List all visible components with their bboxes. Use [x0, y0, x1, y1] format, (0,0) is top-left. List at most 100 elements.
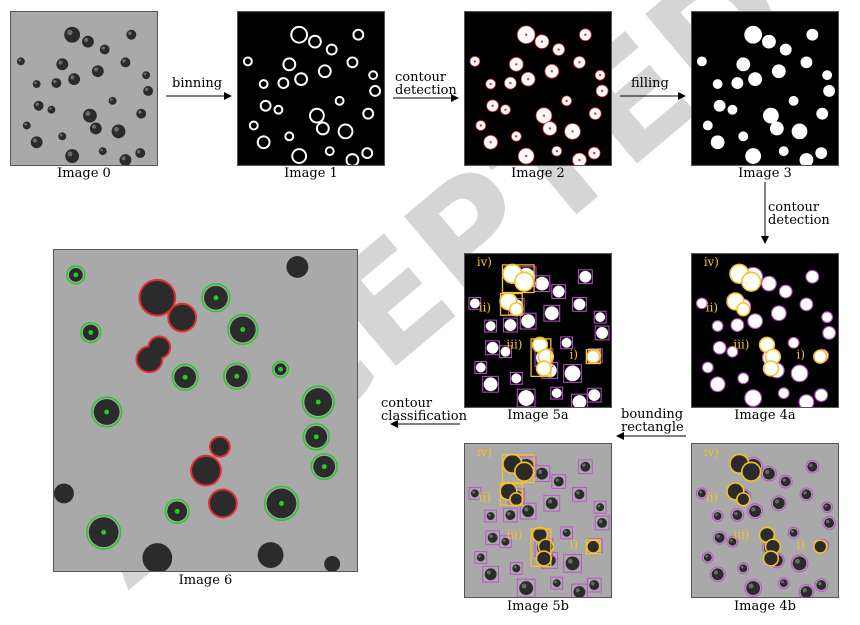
image-5b-cluster-iv — [514, 461, 535, 482]
label-contour-classification: contour classification — [381, 397, 467, 423]
image-5a-blob — [579, 270, 592, 283]
image-5a-blob — [573, 298, 586, 311]
image-3-blob — [738, 131, 749, 142]
image-0-bubble-highlight — [93, 67, 99, 72]
image-2-contour — [485, 78, 496, 90]
image-4a-cluster-ii — [736, 302, 751, 317]
image-4b-cluster-label-iii: iii) — [733, 528, 749, 542]
image-5b-bubble-highlight — [472, 490, 476, 494]
image-4a-blob — [800, 298, 813, 311]
image-5b-bubble-highlight — [513, 565, 517, 569]
image-2-inner-contour — [489, 141, 492, 144]
image-4b-bubble-highlight — [729, 539, 733, 542]
image-1-ring — [284, 131, 295, 142]
image-0-bubble-highlight — [24, 122, 27, 126]
image-5a-bounding-box — [499, 345, 512, 359]
image-2-inner-contour — [550, 70, 553, 73]
image-5a-cluster-box-iii — [530, 338, 552, 378]
image-2-inner-contour — [489, 82, 492, 86]
image-1-ring — [315, 121, 330, 136]
image-2-contour — [469, 56, 481, 67]
caption-image-4b: Image 4b — [734, 599, 796, 614]
image-0-bubble-highlight — [121, 156, 126, 161]
image-3-blob — [788, 95, 799, 106]
image-4b-contour — [822, 516, 837, 530]
image-6-bubble — [324, 556, 341, 571]
image-3-blob — [815, 147, 828, 160]
image-5a-bounding-box — [572, 296, 587, 312]
image-5b-bubble — [574, 489, 585, 500]
image-6-bubble — [54, 483, 74, 504]
image-4b-bubble — [739, 564, 748, 573]
image-6-centroid — [213, 295, 219, 301]
image-5b-bubble — [565, 556, 580, 571]
image-6-single-contour — [310, 452, 338, 481]
image-5b-cluster-label-i: i) — [570, 538, 578, 552]
image-1-ring — [277, 77, 290, 89]
image-2-contour — [573, 56, 586, 69]
image-4a-contour — [712, 340, 727, 355]
image-1-ring — [362, 107, 375, 120]
image-4b-contour — [777, 577, 790, 590]
image-2-contour — [486, 99, 499, 113]
image-3-blob — [779, 43, 792, 56]
image-6-centroid — [104, 409, 110, 415]
image-0-bubble — [135, 148, 146, 159]
arrow-contour-detection-2 — [761, 182, 769, 244]
image-6-single-contour — [80, 321, 102, 344]
image-5b-bubble — [580, 461, 591, 472]
label-contour-detection-1-line2: detection — [395, 83, 457, 98]
image-4a-blob — [762, 276, 776, 291]
image-4b-contour — [790, 554, 809, 573]
image-0-bubble-highlight — [53, 79, 57, 84]
image-0-bubble — [30, 136, 43, 149]
image-5b-bubble-highlight — [597, 504, 601, 508]
image-4b-bubble-highlight — [825, 519, 830, 524]
image-4b-bubble-highlight — [716, 534, 720, 539]
image-4b-contour — [730, 508, 745, 522]
image-5a-bounding-box — [474, 361, 488, 374]
caption-image-5a: Image 5a — [507, 408, 569, 423]
image-2-contour — [520, 71, 536, 87]
image-4b-bubble — [703, 553, 712, 562]
image-6-cluster-bubble — [210, 437, 229, 456]
image-1-ring — [242, 56, 253, 67]
image-5a-bounding-box — [577, 269, 593, 285]
label-contour-detection-2-line1: contour — [768, 200, 820, 215]
image-4b-contour — [799, 487, 814, 502]
image-4a-svg: iv) ii) iii) i) — [692, 254, 838, 407]
image-5b-cluster-i — [586, 539, 601, 554]
image-4a-blob — [779, 285, 792, 298]
image-4a-cluster-label-iii: iii) — [733, 338, 749, 352]
image-4b-bubble-highlight — [791, 530, 794, 534]
arrow-contour-classification — [390, 420, 460, 428]
image-4a-blob — [822, 312, 833, 323]
image-5b-bubble — [552, 579, 561, 588]
image-4a-contour — [787, 336, 800, 349]
image-5b-bounding-box — [550, 576, 564, 590]
image-1-ring — [345, 153, 360, 165]
image-6-centroid — [279, 500, 284, 506]
image-2-inner-contour — [515, 63, 518, 66]
image-5b-bubble-highlight — [555, 478, 559, 482]
image-4a-blob — [731, 319, 744, 331]
image-5b-cluster-label-iii: iii) — [506, 528, 522, 542]
image-5a-bounding-box — [516, 388, 536, 407]
image-0-bubble — [47, 105, 56, 114]
image-4b-bubble-highlight — [774, 499, 780, 504]
image-2-inner-contour — [565, 99, 568, 103]
image-4a-contour — [799, 297, 814, 312]
image-4b-bubble — [749, 505, 762, 518]
image-4b-contour — [726, 535, 739, 548]
image-5b-bubble-highlight — [591, 581, 595, 586]
image-4a-blob — [806, 270, 819, 283]
image-0-bubble-highlight — [70, 75, 75, 80]
image-0-bubble — [83, 108, 97, 123]
image-2-contour — [552, 43, 566, 56]
image-5a-bounding-box — [560, 336, 574, 350]
image-4b-bubble-highlight — [765, 469, 770, 474]
caption-image-1: Image 1 — [284, 166, 338, 181]
image-1-ring — [248, 120, 259, 131]
image-1-ring — [368, 70, 379, 81]
image-1-background — [238, 12, 384, 165]
